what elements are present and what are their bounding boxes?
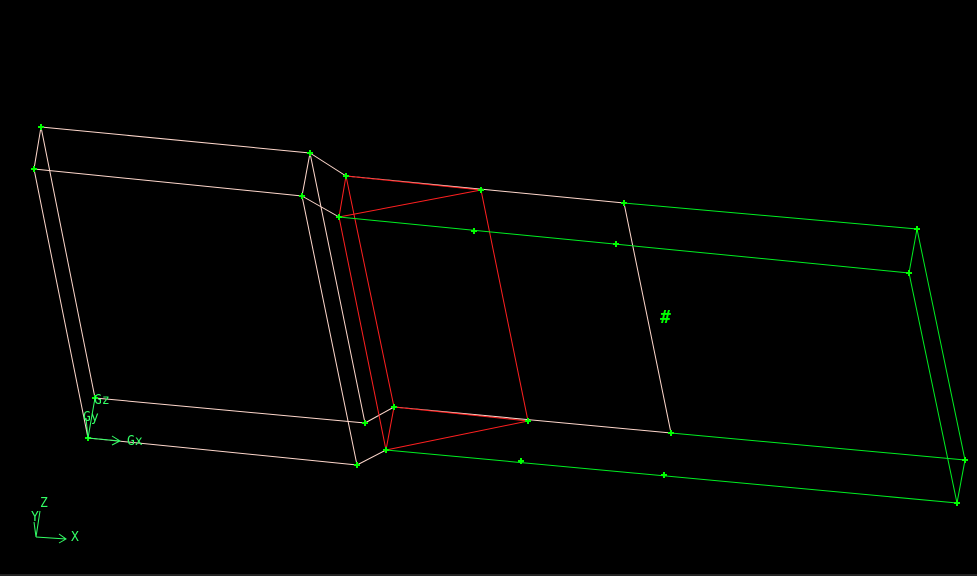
vertex-marker[interactable] (31, 166, 37, 172)
edge[interactable] (338, 216, 910, 274)
edge[interactable] (338, 175, 347, 218)
edge[interactable] (393, 406, 529, 422)
edge[interactable] (338, 189, 482, 218)
edge[interactable] (908, 272, 958, 504)
view-axes-triad (33, 510, 67, 544)
vertex-marker[interactable] (962, 457, 968, 463)
vertex-marker[interactable] (525, 418, 531, 424)
edge[interactable] (356, 449, 387, 466)
edge[interactable] (40, 126, 96, 399)
edge[interactable] (916, 228, 966, 461)
vertex-marker[interactable] (613, 241, 619, 247)
edge[interactable] (301, 195, 340, 218)
vertex-marker[interactable] (518, 458, 524, 464)
edge[interactable] (623, 202, 672, 434)
edge[interactable] (480, 189, 529, 422)
view-y-label: Y (31, 510, 39, 525)
vertex-marker[interactable] (914, 226, 920, 232)
vertex-marker[interactable] (362, 420, 368, 426)
edge[interactable] (345, 175, 395, 408)
global-z-label: Gz (94, 393, 110, 408)
vertex-marker[interactable] (383, 447, 389, 453)
edge[interactable] (33, 168, 89, 439)
vertex-marker[interactable] (471, 228, 477, 234)
vertex-marker[interactable] (336, 214, 342, 220)
edge[interactable] (956, 459, 966, 504)
vertex-marker[interactable] (307, 150, 313, 156)
vertex-marker[interactable] (661, 472, 667, 478)
edge[interactable] (309, 152, 366, 424)
edge[interactable] (40, 126, 311, 154)
vertex-marker[interactable] (668, 430, 674, 436)
edge[interactable] (908, 228, 918, 274)
entity-marker: # (660, 307, 671, 328)
edge[interactable] (301, 195, 358, 466)
vertex-marker[interactable] (38, 124, 44, 130)
edge[interactable] (309, 152, 347, 177)
vertex-marker[interactable] (954, 500, 960, 506)
edge[interactable] (301, 152, 311, 197)
vertex-marker[interactable] (343, 173, 349, 179)
edge[interactable] (94, 397, 366, 424)
vertex-marker[interactable] (354, 462, 360, 468)
global-x-label: Gx (127, 434, 143, 449)
vertex-marker[interactable] (478, 187, 484, 193)
global-axes-triad (85, 397, 122, 446)
edge[interactable] (623, 202, 918, 230)
view-z-label: Z (40, 496, 48, 511)
edge[interactable] (385, 420, 529, 451)
edge[interactable] (364, 406, 395, 424)
edge[interactable] (670, 432, 966, 461)
edge[interactable] (345, 175, 482, 191)
global-y-label: Gy (83, 410, 99, 425)
vertex-marker[interactable] (621, 200, 627, 206)
edge[interactable] (385, 449, 958, 504)
vertex-marker[interactable] (299, 193, 305, 199)
edge[interactable] (33, 126, 42, 170)
edge[interactable] (338, 216, 387, 451)
edge[interactable] (385, 406, 395, 451)
edge[interactable] (33, 168, 303, 197)
vertex-marker[interactable] (391, 404, 397, 410)
vertex-marker[interactable] (906, 270, 912, 276)
view-x-label: X (71, 530, 79, 545)
edge[interactable] (87, 437, 358, 466)
